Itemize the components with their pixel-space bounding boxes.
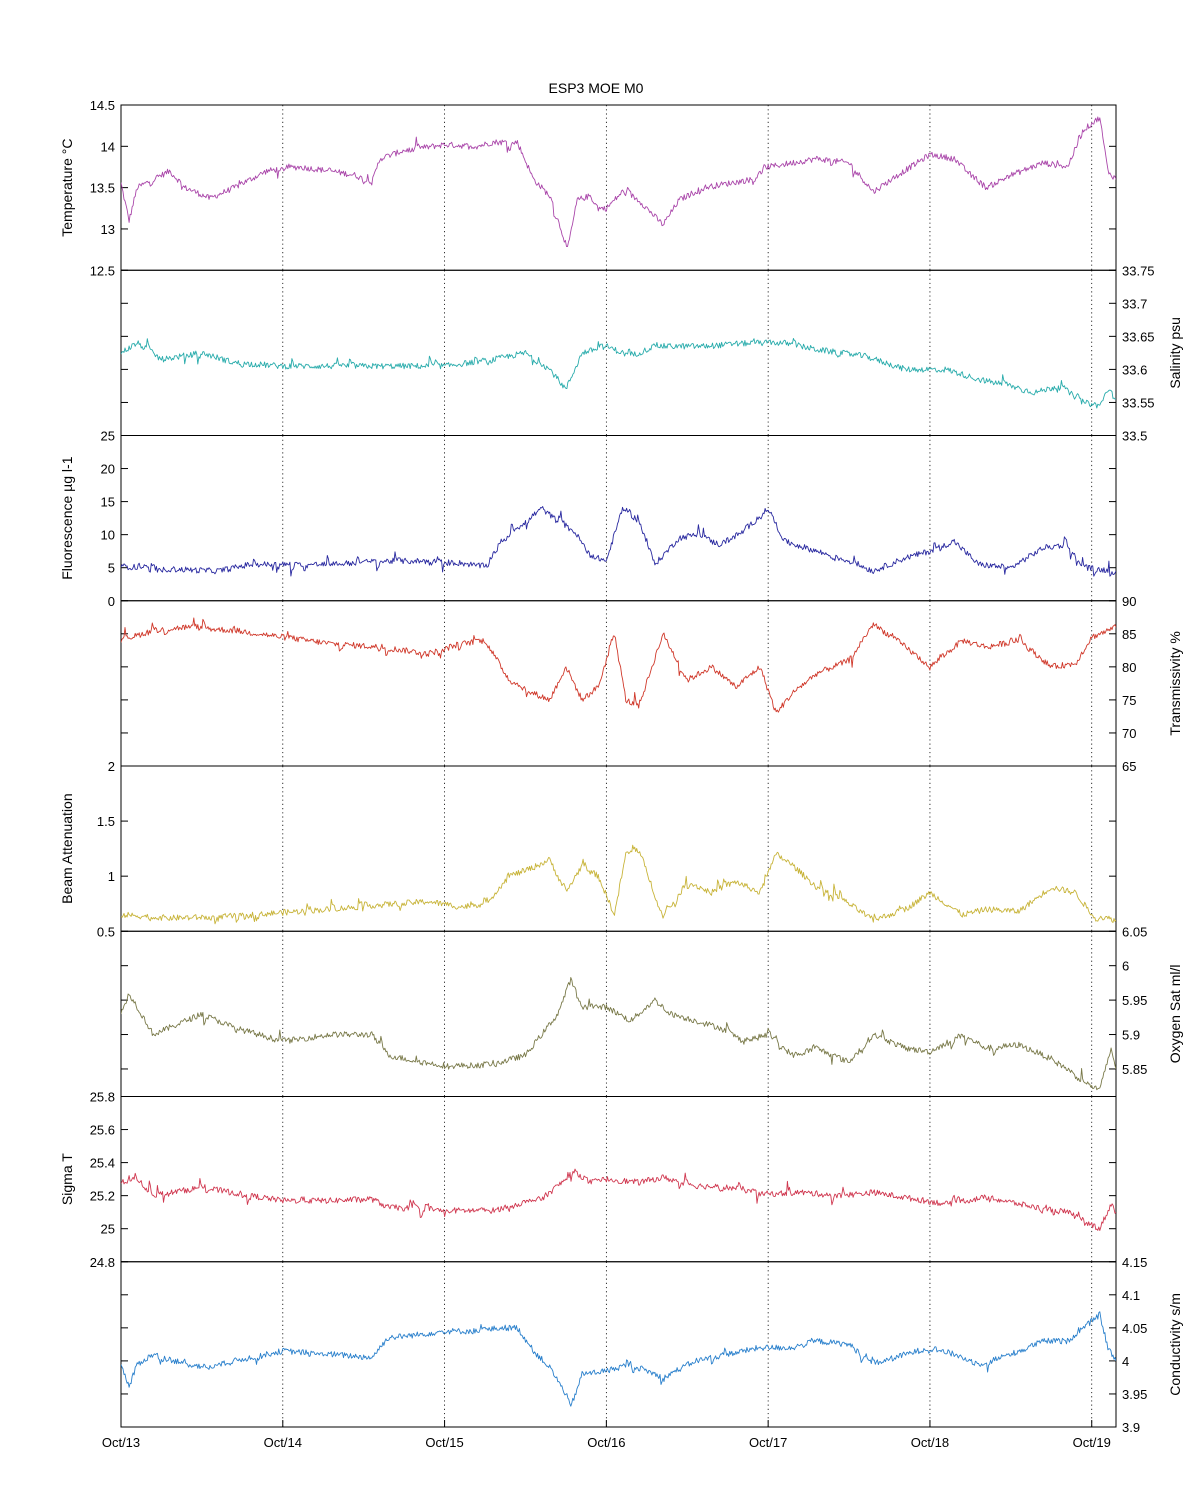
y-tick-label: 12.5	[90, 263, 115, 278]
y-tick-label: 90	[1122, 594, 1136, 609]
panel-transmissivity: 65 70 75 80 85 90 Transmissivity %	[120, 594, 1183, 774]
y-axis-label: Transmissivity %	[1167, 631, 1183, 736]
panel-frame	[120, 1096, 1117, 1263]
y-tick-label: 65	[1122, 759, 1136, 774]
y-tick-label: 25.4	[90, 1156, 115, 1171]
y-axis-label: Oxygen Sat ml/l	[1167, 964, 1183, 1063]
y-tick-label: 25	[101, 1222, 115, 1237]
y-tick-label: 5.95	[1122, 993, 1147, 1008]
series-line-oxygen	[121, 977, 1116, 1091]
y-tick-label: 0	[108, 594, 115, 609]
panel-frame	[120, 104, 1117, 271]
series-line-beam-attenuation	[121, 844, 1116, 925]
series-line-sigma-t	[121, 1168, 1116, 1231]
series-line-temperature	[121, 116, 1116, 248]
panel-frame	[120, 765, 1117, 932]
x-axis: Oct/13 Oct/14 Oct/15 Oct/16 Oct/17 Oct/18 Oct/…	[102, 1420, 1111, 1450]
y-tick-label: 13	[101, 222, 115, 237]
series-line-conductivity	[121, 1311, 1116, 1407]
y-tick-label: 15	[101, 495, 115, 510]
y-tick-label: 70	[1122, 726, 1136, 741]
series-line-salinity	[121, 338, 1116, 409]
y-tick-label: 4.15	[1122, 1255, 1147, 1270]
x-tick-label: Oct/17	[749, 1435, 787, 1450]
x-tick-label: Oct/19	[1073, 1435, 1111, 1450]
y-tick-label: 25	[101, 429, 115, 444]
y-tick-label: 33.75	[1122, 263, 1155, 278]
y-tick-label: 6.05	[1122, 924, 1147, 939]
x-tick-label: Oct/16	[587, 1435, 625, 1450]
y-tick-label: 85	[1122, 627, 1136, 642]
y-tick-label: 25.8	[90, 1090, 115, 1105]
y-axis-label: Fluorescence µg l-1	[59, 456, 75, 579]
y-tick-label: 80	[1122, 660, 1136, 675]
y-tick-label: 5	[108, 561, 115, 576]
y-tick-label: 1	[108, 869, 115, 884]
panel-temperature: 12.5 13 13.5 14 14.5 Temperature °C	[59, 98, 1117, 278]
x-tick-label: Oct/13	[102, 1435, 140, 1450]
y-axis-label: Salinity psu	[1167, 317, 1183, 389]
y-axis-label: Sigma T	[59, 1153, 75, 1205]
y-tick-label: 2	[108, 759, 115, 774]
y-tick-label: 6	[1122, 959, 1129, 974]
panel-salinity: 33.5 33.55 33.6 33.65 33.7 33.75 Salinity psu	[120, 263, 1183, 444]
y-tick-label: 5.9	[1122, 1028, 1140, 1043]
y-tick-label: 25.6	[90, 1123, 115, 1138]
x-tick-label: Oct/18	[911, 1435, 949, 1450]
panel-conductivity: 3.9 3.95 4 4.05 4.1 4.15 Conductivity s/m	[120, 1255, 1183, 1435]
panel-frame	[120, 435, 1117, 602]
y-tick-label: 4	[1122, 1354, 1129, 1369]
y-tick-label: 3.9	[1122, 1420, 1140, 1435]
y-tick-label: 20	[101, 462, 115, 477]
y-tick-label: 33.55	[1122, 395, 1155, 410]
panel-beam-attenuation: 0.5 1 1.5 2 Beam Attenuation	[59, 759, 1117, 939]
panel-frame	[120, 1261, 1117, 1428]
panel-sigma-t: 24.8 25 25.2 25.4 25.6 25.8 Sigma T	[59, 1090, 1117, 1270]
series-line-fluorescence	[121, 506, 1116, 577]
y-axis-label: Conductivity s/m	[1167, 1293, 1183, 1396]
y-tick-label: 33.65	[1122, 329, 1155, 344]
y-tick-label: 33.5	[1122, 429, 1147, 444]
y-tick-label: 75	[1122, 693, 1136, 708]
y-tick-label: 13.5	[90, 181, 115, 196]
y-tick-label: 14.5	[90, 98, 115, 113]
chart-title: ESP3 MOE M0	[549, 80, 644, 96]
y-tick-label: 10	[101, 528, 115, 543]
panel-frame	[120, 600, 1117, 767]
panel-oxygen: 5.85 5.9 5.95 6 6.05 Oxygen Sat ml/l	[120, 924, 1183, 1097]
y-tick-label: 14	[101, 139, 115, 154]
x-tick-label: Oct/14	[264, 1435, 302, 1450]
panel-fluorescence: 0 5 10 15 20 25 Fluorescence µg l-1	[59, 429, 1117, 609]
y-tick-label: 1.5	[97, 814, 115, 829]
x-tick-label: Oct/15	[425, 1435, 463, 1450]
series-line-transmissivity	[121, 617, 1116, 713]
y-tick-label: 3.95	[1122, 1387, 1147, 1402]
y-tick-label: 4.05	[1122, 1321, 1147, 1336]
y-axis-label: Temperature °C	[59, 139, 75, 237]
y-tick-label: 5.85	[1122, 1062, 1147, 1077]
y-tick-label: 24.8	[90, 1255, 115, 1270]
y-axis-label: Beam Attenuation	[59, 793, 75, 904]
y-tick-label: 0.5	[97, 924, 115, 939]
y-tick-label: 25.2	[90, 1189, 115, 1204]
y-tick-label: 33.6	[1122, 362, 1147, 377]
y-tick-label: 33.7	[1122, 296, 1147, 311]
y-tick-label: 4.1	[1122, 1288, 1140, 1303]
